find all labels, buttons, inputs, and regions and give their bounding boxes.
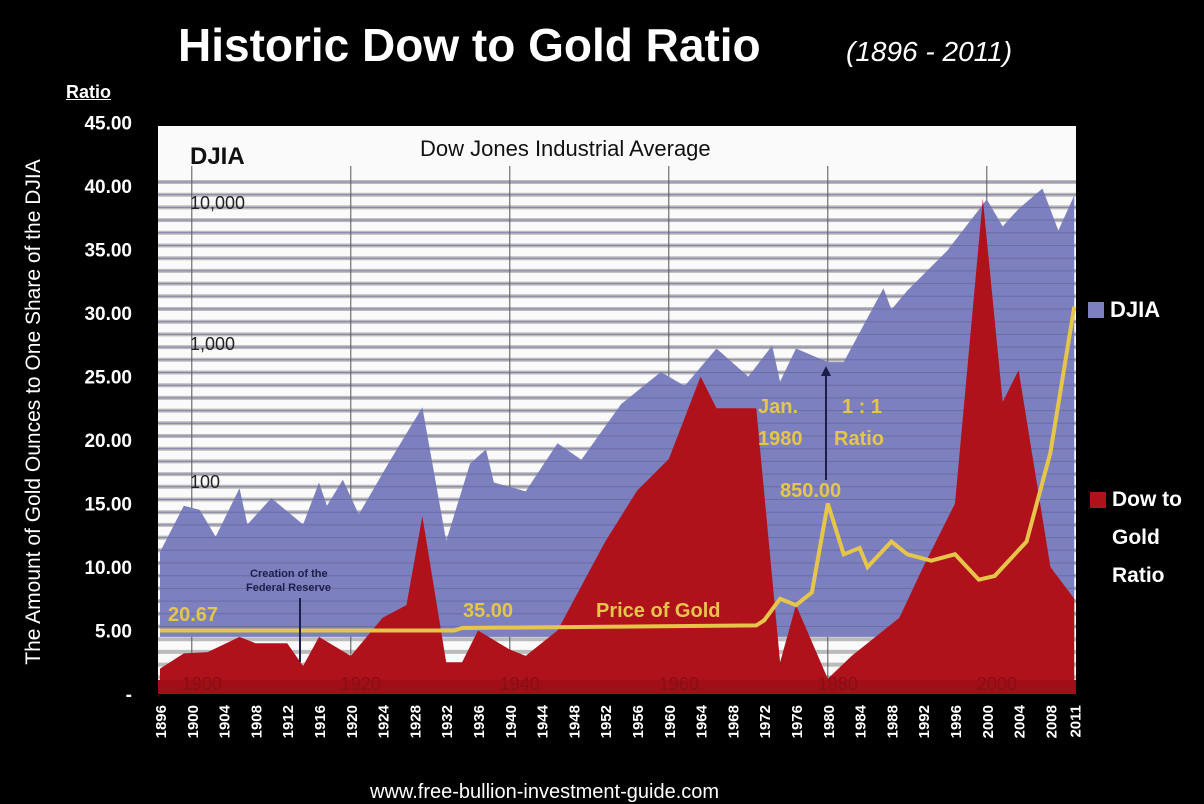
x-tick-label: 1916 — [312, 705, 329, 738]
annotation-fed-2: Federal Reserve — [246, 582, 331, 594]
x-tick-label: 1972 — [757, 705, 774, 738]
x-tick-label: 1908 — [248, 705, 265, 738]
annotation-1-1: 1 : 1 — [842, 396, 883, 418]
x-tick-label: 1996 — [948, 705, 965, 738]
x-tick-label: 2004 — [1012, 704, 1029, 738]
inner-title: Dow Jones Industrial Average — [420, 136, 711, 161]
x-tick-label: 1976 — [789, 705, 806, 738]
legend-ratio-swatch — [1090, 492, 1106, 508]
decade-label: 1980 — [818, 674, 858, 694]
djia-tick-1000: 1,000 — [190, 334, 236, 354]
legend-djia-swatch — [1088, 302, 1104, 318]
x-tick-label: 1940 — [503, 705, 520, 738]
djia-axis-label: DJIA — [190, 143, 245, 170]
x-tick-label: 1944 — [535, 704, 552, 738]
annotation-1980: 1980 — [758, 428, 803, 450]
ratio-area — [160, 198, 1075, 694]
gold-price-line — [160, 306, 1077, 633]
x-tick-label: 1948 — [566, 705, 583, 738]
y-tick-label: 10.00 — [84, 558, 132, 579]
y-axis-top-label: Ratio — [66, 82, 111, 102]
annotation-ratio: Ratio — [834, 428, 884, 450]
x-tick-label: 1928 — [407, 705, 424, 738]
x-tick-label: 1968 — [725, 705, 742, 738]
annotation-gold-3500: 35.00 — [463, 600, 514, 622]
x-tick-label: 1932 — [439, 705, 456, 738]
y-tick-label: 20.00 — [84, 431, 132, 452]
y-tick-label: 15.00 — [84, 495, 132, 516]
x-tick-label: 1936 — [471, 705, 488, 738]
annotation-gold-2067: 20.67 — [168, 604, 219, 626]
decade-label: 1900 — [182, 674, 222, 694]
chart-subtitle: (1896 - 2011) — [846, 36, 1013, 67]
annotation-jan: Jan. — [758, 396, 799, 418]
y-tick-label: 35.00 — [84, 241, 132, 262]
legend-ratio-label-1: Dow to — [1112, 488, 1182, 511]
x-tick-label: 1920 — [344, 705, 361, 738]
y-tick-label: - — [126, 685, 132, 706]
x-tick-label: 1956 — [630, 705, 647, 738]
x-tick-label: 1988 — [884, 705, 901, 738]
x-tick-label: 2011 — [1067, 705, 1084, 738]
x-tick-label: 2000 — [980, 705, 997, 738]
annotation-price-of-gold: Price of Gold — [596, 600, 721, 622]
y-tick-label: 40.00 — [84, 177, 132, 198]
decade-label: 1940 — [500, 674, 540, 694]
x-tick-label: 1952 — [598, 705, 615, 738]
x-tick-label: 1964 — [694, 704, 711, 738]
x-tick-label: 1896 — [153, 705, 170, 738]
djia-tick-100: 100 — [190, 472, 221, 492]
ratio-base-band — [158, 680, 1076, 694]
decade-label: 1920 — [341, 674, 381, 694]
legend-ratio-label-2: Gold — [1112, 526, 1160, 549]
x-tick-label: 1992 — [916, 705, 933, 738]
y-tick-label: 45.00 — [84, 114, 132, 135]
decade-label: 2000 — [977, 674, 1017, 694]
annotation-fed-1: Creation of the — [250, 568, 328, 580]
chart-title: Historic Dow to Gold Ratio — [178, 19, 761, 71]
x-tick-label: 1980 — [821, 705, 838, 738]
x-tick-label: 2008 — [1043, 705, 1060, 738]
legend-ratio-label-3: Ratio — [1112, 564, 1165, 587]
x-tick-label: 1924 — [376, 704, 393, 738]
footer-url: www.free-bullion-investment-guide.com — [370, 781, 720, 803]
x-tick-label: 1900 — [185, 705, 202, 738]
annotation-850: 850.00 — [780, 480, 842, 502]
y-tick-label: 30.00 — [84, 304, 132, 325]
ratio-arrow-head — [821, 366, 831, 376]
djia-tick-10000: 10,000 — [190, 193, 246, 213]
x-tick-label: 1984 — [853, 704, 870, 738]
y-axis-label: The Amount of Gold Ounces to One Share o… — [22, 159, 45, 665]
decade-label: 1960 — [659, 674, 699, 694]
y-tick-label: 5.00 — [95, 622, 132, 643]
y-tick-label: 25.00 — [84, 368, 132, 389]
x-tick-label: 1912 — [280, 705, 297, 738]
legend-djia-label: DJIA — [1110, 297, 1161, 322]
x-tick-label: 1960 — [662, 705, 679, 738]
x-tick-label: 1904 — [217, 704, 234, 738]
